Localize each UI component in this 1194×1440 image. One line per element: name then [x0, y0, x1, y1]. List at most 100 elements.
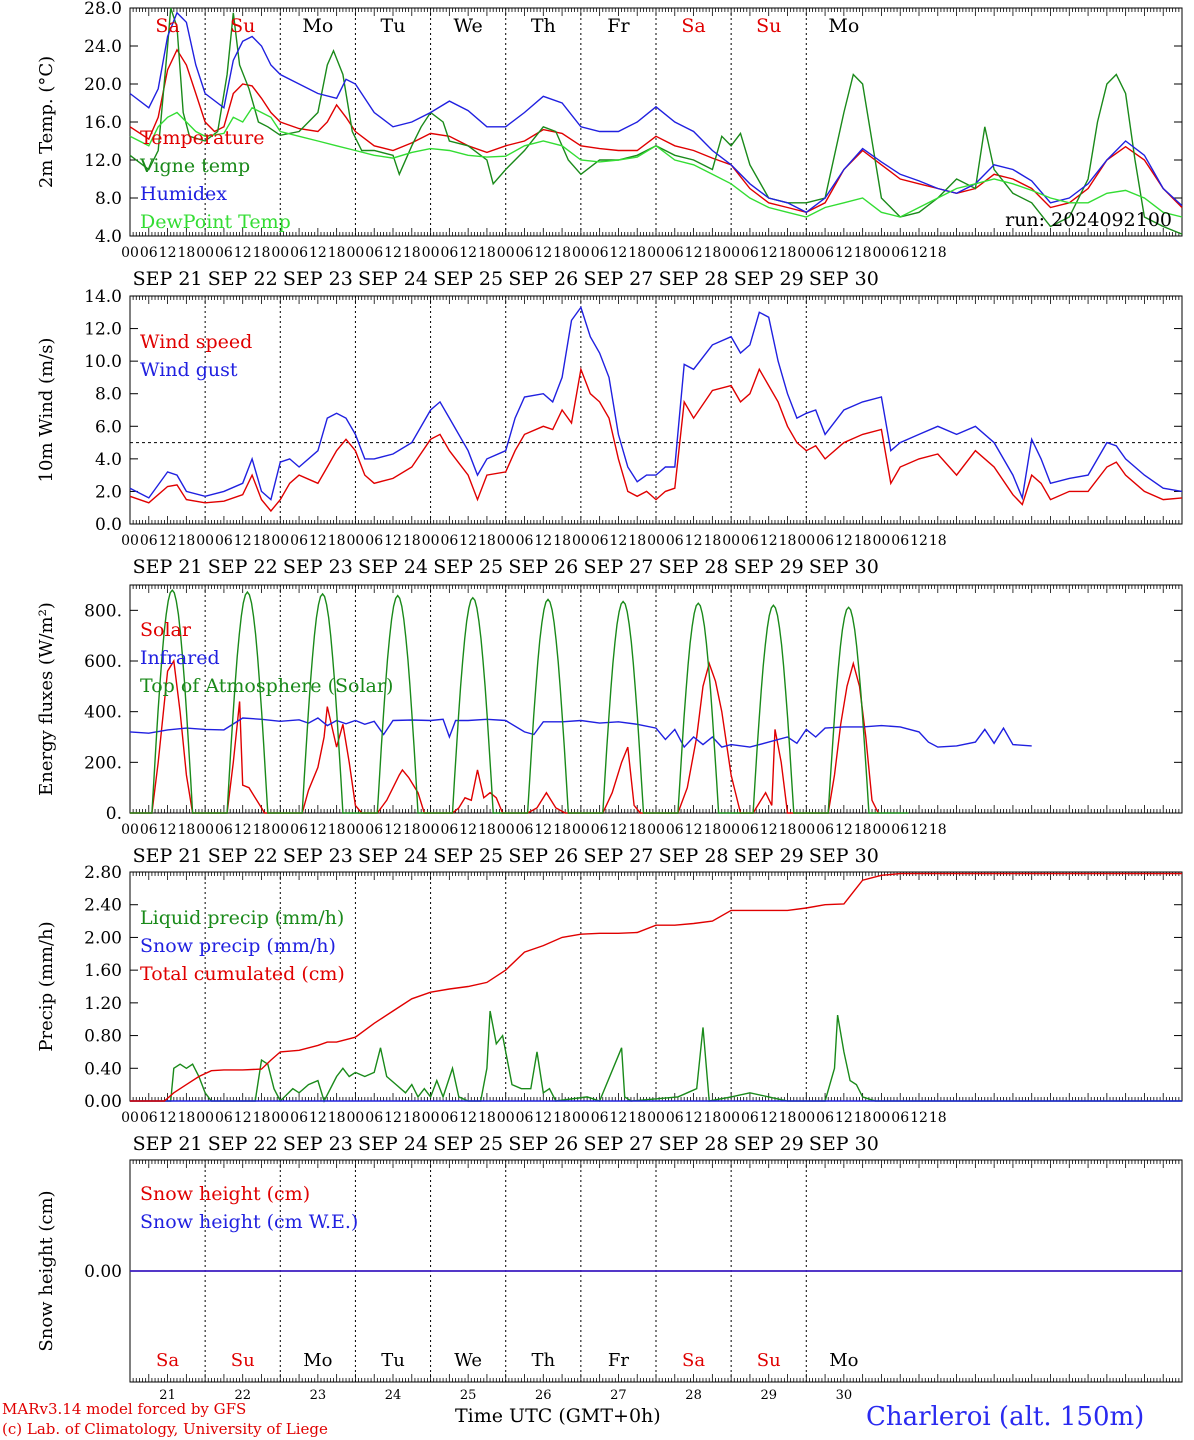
hour-label: 18 — [779, 533, 797, 549]
hour-label: 18 — [478, 245, 496, 261]
hour-label: 00 — [347, 533, 365, 549]
hour-label: 00 — [647, 245, 665, 261]
hour-label: 06 — [516, 245, 534, 261]
hour-label: 18 — [478, 533, 496, 549]
y-tick-label: 0.00 — [84, 1262, 122, 1282]
hour-label: 06 — [365, 1110, 383, 1126]
legend-entry: Snow height (cm) — [140, 1183, 310, 1205]
panel-precip — [129, 871, 1183, 1103]
date-label: SEP 30 — [809, 556, 879, 578]
hour-label: 12 — [910, 1110, 928, 1126]
day-number-label: 25 — [460, 1388, 477, 1403]
y-tick-label: 0.0 — [95, 515, 122, 535]
y-tick-label: 4.0 — [95, 227, 122, 247]
hour-label: 06 — [816, 245, 834, 261]
weekday-label: Su — [756, 15, 781, 37]
hour-label: 00 — [647, 822, 665, 838]
panel-temperature — [129, 7, 1183, 237]
date-label: SEP 27 — [583, 268, 653, 290]
hour-label: 18 — [253, 533, 271, 549]
hour-label: 12 — [835, 1110, 853, 1126]
y-tick-label: 0.80 — [84, 1027, 122, 1047]
y-tick-label: 14.0 — [84, 287, 122, 307]
series-line — [129, 305, 1183, 501]
date-label: SEP 29 — [734, 845, 804, 867]
hour-label: 18 — [403, 245, 421, 261]
date-label: SEP 28 — [659, 268, 729, 290]
hour-label: 00 — [271, 1110, 289, 1126]
hour-label: 06 — [891, 533, 909, 549]
date-label: SEP 30 — [809, 268, 879, 290]
hour-label: 12 — [610, 1110, 628, 1126]
date-label: SEP 24 — [358, 556, 428, 578]
date-label: SEP 25 — [433, 268, 503, 290]
date-label: SEP 30 — [809, 1133, 879, 1155]
hour-label: 00 — [497, 533, 515, 549]
hour-label: 06 — [290, 1110, 308, 1126]
hour-label: 12 — [610, 245, 628, 261]
hour-label: 18 — [854, 245, 872, 261]
weekday-label: Sa — [682, 1350, 705, 1371]
hour-label: 18 — [854, 533, 872, 549]
date-label: SEP 22 — [208, 845, 278, 867]
hour-label: 00 — [196, 822, 214, 838]
hour-label: 18 — [177, 1110, 195, 1126]
hour-label: 12 — [685, 822, 703, 838]
weekday-label: We — [454, 1350, 482, 1371]
y-tick-label: 400. — [84, 703, 122, 723]
hour-label: 12 — [309, 1110, 327, 1126]
y-tick-label: 800. — [84, 601, 122, 621]
hour-label: 06 — [741, 822, 759, 838]
weekday-label: Th — [531, 1350, 555, 1371]
hour-label: 12 — [534, 822, 552, 838]
hour-label: 06 — [290, 533, 308, 549]
series-line — [130, 588, 909, 814]
hour-label: 18 — [553, 533, 571, 549]
hour-label: 18 — [703, 822, 721, 838]
hour-label: 18 — [628, 245, 646, 261]
hour-label: 00 — [572, 245, 590, 261]
y-tick-label: 2.0 — [95, 482, 122, 502]
hour-label: 12 — [159, 822, 177, 838]
hour-label: 00 — [722, 245, 740, 261]
hour-label: 12 — [910, 822, 928, 838]
legend-entry: Snow height (cm W.E.) — [140, 1211, 358, 1233]
day-number-label: 27 — [610, 1388, 627, 1403]
date-label: SEP 29 — [734, 268, 804, 290]
hour-label: 00 — [121, 533, 139, 549]
hour-label: 18 — [779, 1110, 797, 1126]
hour-label: 06 — [290, 245, 308, 261]
hour-label: 00 — [347, 245, 365, 261]
hour-label: 06 — [591, 245, 609, 261]
hour-label: 18 — [253, 1110, 271, 1126]
hour-label: 12 — [835, 822, 853, 838]
y-axis-label: Precip (mm/h) — [36, 921, 57, 1051]
hour-label: 06 — [516, 1110, 534, 1126]
hour-label: 00 — [196, 1110, 214, 1126]
weekday-label: Mo — [302, 15, 333, 37]
hour-label: 18 — [478, 1110, 496, 1126]
hour-label: 06 — [741, 245, 759, 261]
date-label: SEP 22 — [208, 556, 278, 578]
hour-label: 12 — [835, 533, 853, 549]
weekday-label: Su — [231, 1350, 255, 1371]
weekday-label: Su — [757, 1350, 781, 1371]
hour-label: 06 — [440, 1110, 458, 1126]
y-tick-label: 16.0 — [84, 113, 122, 133]
hour-label: 12 — [760, 245, 778, 261]
hour-label: 06 — [215, 245, 233, 261]
date-label: SEP 27 — [583, 845, 653, 867]
hour-label: 12 — [234, 533, 252, 549]
hour-label: 06 — [365, 245, 383, 261]
y-tick-label: 0.00 — [84, 1092, 122, 1112]
series-line — [129, 48, 1183, 214]
hour-label: 00 — [647, 1110, 665, 1126]
weekday-label: Sa — [156, 1350, 179, 1371]
hour-label: 12 — [159, 1110, 177, 1126]
hour-label: 00 — [347, 822, 365, 838]
hour-label: 06 — [440, 822, 458, 838]
hour-label: 12 — [384, 245, 402, 261]
date-label: SEP 28 — [659, 1133, 729, 1155]
hour-label: 06 — [215, 1110, 233, 1126]
panel-wind — [129, 295, 1183, 525]
